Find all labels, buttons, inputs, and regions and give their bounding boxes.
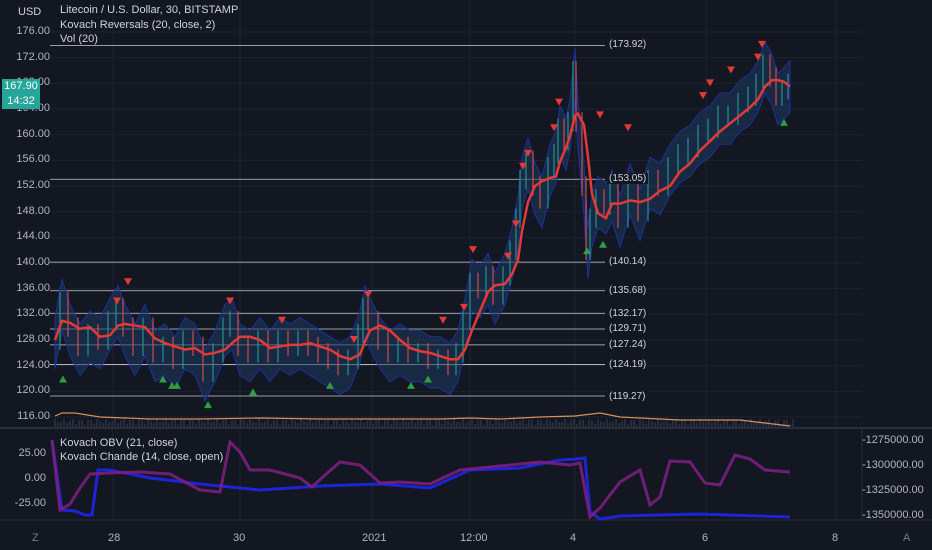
price-axis-label: 120.00	[16, 384, 50, 397]
reversal-down-marker	[460, 303, 468, 311]
level-label: (124.19)	[607, 359, 649, 370]
price-axis-label: 128.00	[16, 333, 50, 346]
lower-right-axis-label: -1275000.00	[862, 434, 924, 446]
reversal-up-marker	[204, 401, 212, 409]
lower-left-axis-label: 0.00	[24, 472, 46, 484]
reversal-up-marker	[159, 375, 167, 383]
volume-ma-line	[54, 412, 791, 427]
time-axis-label: 28	[108, 532, 121, 544]
reversal-up-marker	[780, 118, 788, 126]
reversal-down-marker	[364, 291, 372, 299]
price-axis-label: 156.00	[16, 153, 50, 166]
reversal-down-marker	[278, 316, 286, 324]
price-axis-label: 152.00	[16, 179, 50, 192]
price-axis-label: 172.00	[16, 50, 50, 63]
indicator-reversals-label[interactable]: Kovach Reversals (20, close, 2)	[60, 19, 216, 31]
reversal-down-marker	[439, 316, 447, 324]
symbol-title: Litecoin / U.S. Dollar, 30, BITSTAMP	[60, 4, 239, 16]
auto-scale-icon[interactable]: A	[903, 532, 911, 544]
reversal-down-marker	[226, 297, 234, 305]
level-label: (135.68)	[607, 285, 649, 296]
time-axis-label: 12:00	[460, 532, 488, 544]
bollinger-band	[54, 40, 791, 403]
time-axis-label: 6	[702, 532, 709, 544]
price-axis-label: 132.00	[16, 307, 50, 320]
price-axis-label: 116.00	[17, 410, 50, 423]
reversal-down-marker	[727, 66, 735, 74]
level-label: (173.92)	[607, 39, 649, 50]
reversal-down-marker	[469, 246, 477, 254]
lower-left-axis-label: 25.00	[18, 447, 46, 459]
price-axis-label: 176.00	[16, 25, 50, 37]
time-axis-label: 4	[570, 532, 577, 544]
indicator-volume-label[interactable]: Vol (20)	[60, 33, 98, 45]
reversal-up-marker	[326, 381, 334, 389]
level-label: (140.14)	[607, 256, 649, 267]
reversal-up-marker	[407, 381, 415, 389]
reversal-down-marker	[699, 92, 707, 100]
currency-label[interactable]: USD	[18, 6, 42, 18]
level-label: (127.24)	[607, 339, 649, 350]
time-axis-label: 30	[233, 532, 246, 544]
price-axis-label: 124.00	[16, 358, 50, 371]
level-label: (129.71)	[607, 323, 649, 334]
reversal-up-marker	[599, 240, 607, 248]
lower-right-axis-label: -1325000.00	[862, 484, 924, 496]
chande-line	[50, 438, 791, 520]
lower-left-axis-label: -25.00	[14, 497, 46, 509]
reversal-up-marker	[249, 388, 257, 396]
reversal-down-marker	[124, 278, 132, 286]
price-axis-label: 148.00	[16, 204, 50, 217]
reversal-down-marker	[555, 98, 563, 106]
level-label: (153.05)	[607, 173, 649, 184]
lower-right-axis-label: -1300000.00	[862, 459, 924, 471]
reversal-down-marker	[624, 124, 632, 132]
reversal-up-marker	[59, 375, 67, 383]
time-axis-label: 8	[832, 532, 839, 544]
price-axis-label: 160.00	[16, 127, 50, 140]
reversal-up-marker	[583, 247, 591, 255]
lower-right-axis-label: -1350000.00	[862, 509, 924, 521]
reversal-up-marker	[173, 381, 181, 389]
level-label: (132.17)	[607, 308, 649, 319]
price-axis-label: 140.00	[16, 256, 50, 269]
tradingview-logo-icon[interactable]: Z	[32, 532, 39, 544]
reversal-down-marker	[706, 79, 714, 87]
price-axis-label: 144.00	[16, 230, 50, 243]
reversal-up-marker	[424, 375, 432, 383]
price-axis-label: 136.00	[16, 281, 50, 294]
moving-average-line	[53, 78, 791, 361]
reversal-down-marker	[524, 149, 532, 157]
reversal-down-marker	[512, 220, 520, 228]
reversal-down-marker	[758, 40, 766, 48]
obv-indicator-label[interactable]: Kovach OBV (21, close)	[60, 437, 178, 449]
reversal-down-marker	[754, 53, 762, 61]
reversal-down-marker	[113, 297, 121, 305]
level-label: (119.27)	[607, 391, 648, 402]
reversal-down-marker	[519, 162, 527, 170]
reversal-down-marker	[596, 111, 604, 119]
chande-indicator-label[interactable]: Kovach Chande (14, close, open)	[60, 451, 224, 463]
reversal-down-marker	[350, 336, 358, 344]
reversal-down-marker	[550, 124, 558, 132]
last-price-tag: 167.90	[2, 79, 40, 94]
time-axis-label: 2021	[362, 532, 387, 544]
reversal-down-marker	[504, 252, 512, 260]
countdown-tag: 14:32	[2, 94, 40, 109]
